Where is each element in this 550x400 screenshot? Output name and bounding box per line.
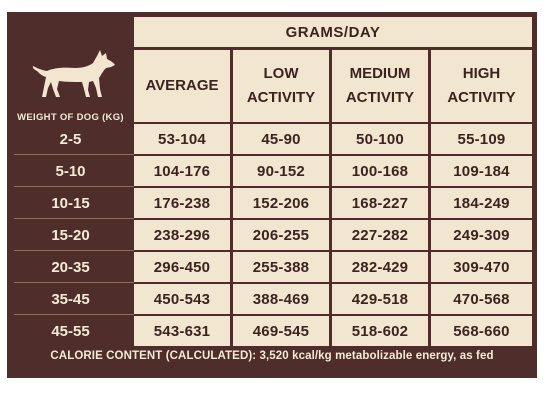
value-cell: 450-543 xyxy=(134,284,230,314)
value-cell: 469-545 xyxy=(233,316,329,346)
header-line-1: MEDIUM xyxy=(349,65,411,82)
header-line-1: HIGH xyxy=(462,65,501,82)
value-cell: 104-176 xyxy=(134,156,230,186)
weight-cell: 35-45 xyxy=(51,290,90,308)
header-line-2: ACTIVITY xyxy=(345,89,415,106)
row-divider xyxy=(14,314,134,315)
column-header-high-activity: HIGH ACTIVITY xyxy=(431,50,532,122)
value-cell: 45-90 xyxy=(233,124,329,154)
weight-cell: 15-20 xyxy=(51,226,90,244)
value-cell: 100-168 xyxy=(332,156,428,186)
value-cell: 543-631 xyxy=(134,316,230,346)
weight-cell: 20-35 xyxy=(51,258,90,276)
value-cell: 238-296 xyxy=(134,220,230,250)
row-divider xyxy=(14,186,134,187)
value-cell: 568-660 xyxy=(431,316,532,346)
value-cell: 518-602 xyxy=(332,316,428,346)
value-cell: 255-388 xyxy=(233,252,329,282)
value-cell: 296-450 xyxy=(134,252,230,282)
weight-cell: 5-10 xyxy=(55,162,86,180)
value-cell: 388-469 xyxy=(233,284,329,314)
value-cell: 470-568 xyxy=(431,284,532,314)
value-cell: 152-206 xyxy=(233,188,329,218)
value-cell: 109-184 xyxy=(431,156,532,186)
value-cell: 429-518 xyxy=(332,284,428,314)
row-divider xyxy=(14,154,134,155)
feeding-chart: WEIGHT OF DOG (KG) GRAMS/DAY AVERAGE LOW… xyxy=(7,12,537,378)
value-cell: 90-152 xyxy=(233,156,329,186)
column-header-medium-activity: MEDIUM ACTIVITY xyxy=(332,50,428,122)
value-cell: 282-429 xyxy=(332,252,428,282)
column-header-low-activity: LOW ACTIVITY xyxy=(233,50,329,122)
value-cell: 309-470 xyxy=(431,252,532,282)
dog-silhouette-icon xyxy=(32,50,115,97)
weight-cell: 10-15 xyxy=(51,194,90,212)
header-line-2: ACTIVITY xyxy=(246,89,316,106)
column-header-average: AVERAGE xyxy=(134,50,230,122)
header-line-1: AVERAGE xyxy=(145,77,219,94)
value-cell: 206-255 xyxy=(233,220,329,250)
header-line-1: LOW xyxy=(263,65,299,82)
value-cell: 249-309 xyxy=(431,220,532,250)
value-cell: 227-282 xyxy=(332,220,428,250)
grams-per-day-header: GRAMS/DAY xyxy=(134,17,532,47)
value-cell: 184-249 xyxy=(431,188,532,218)
value-cell: 55-109 xyxy=(431,124,532,154)
value-cell: 168-227 xyxy=(332,188,428,218)
value-cell: 53-104 xyxy=(134,124,230,154)
weight-cell: 2-5 xyxy=(59,130,82,148)
row-divider xyxy=(14,250,134,251)
weight-cell: 45-55 xyxy=(51,322,90,340)
row-divider xyxy=(14,218,134,219)
value-cell: 176-238 xyxy=(134,188,230,218)
header-line-2: ACTIVITY xyxy=(447,89,516,106)
calorie-content-note: CALORIE CONTENT (CALCULATED): 3,520 kcal… xyxy=(50,350,494,362)
weight-column-header: WEIGHT OF DOG (KG) xyxy=(17,112,124,123)
row-divider xyxy=(14,282,134,283)
value-cell: 50-100 xyxy=(332,124,428,154)
